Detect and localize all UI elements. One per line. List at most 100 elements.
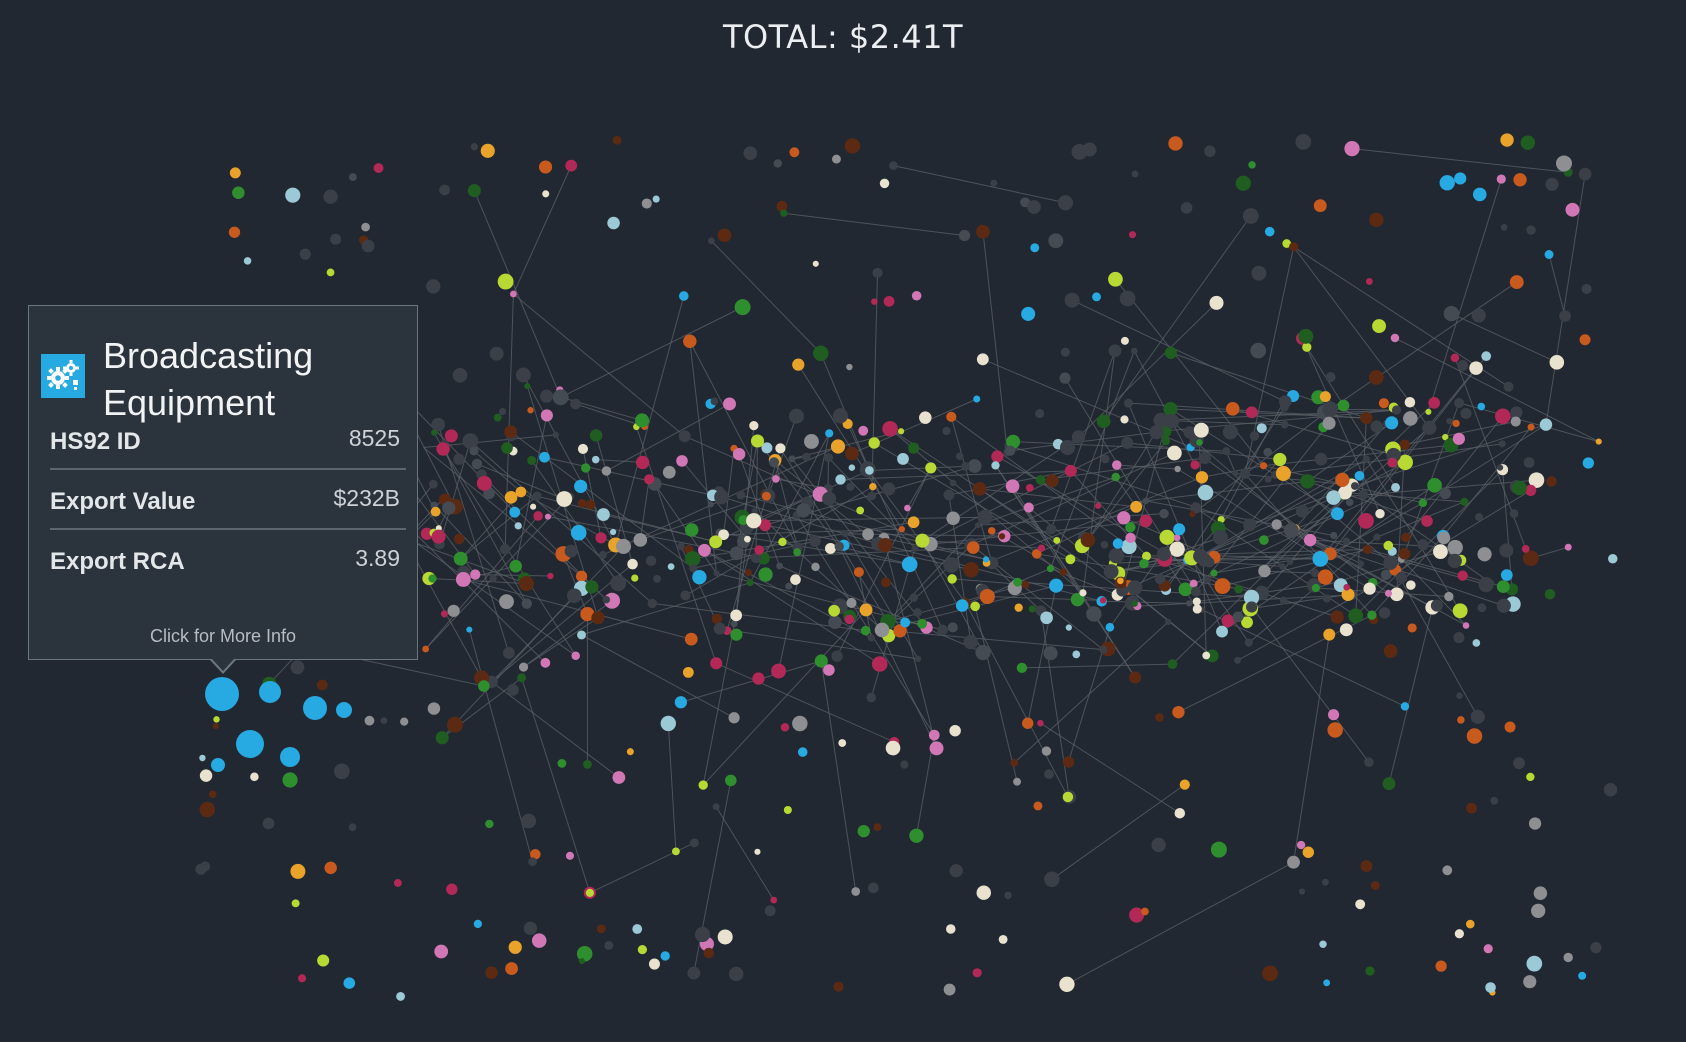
- product-node[interactable]: [867, 491, 877, 501]
- product-node[interactable]: [489, 574, 497, 583]
- product-node[interactable]: [1354, 470, 1365, 481]
- product-node[interactable]: [1168, 136, 1183, 151]
- product-node[interactable]: [759, 519, 772, 532]
- product-node[interactable]: [955, 599, 969, 612]
- product-node[interactable]: [866, 692, 876, 703]
- product-node[interactable]: [348, 823, 357, 831]
- product-node[interactable]: [761, 442, 773, 454]
- product-node[interactable]: [689, 838, 699, 848]
- product-node[interactable]: [1298, 888, 1306, 895]
- product-node[interactable]: [228, 226, 241, 238]
- product-node[interactable]: [1117, 577, 1124, 585]
- product-node[interactable]: [851, 887, 861, 896]
- product-node[interactable]: [990, 179, 998, 187]
- product-node[interactable]: [776, 200, 788, 212]
- product-node[interactable]: [1526, 225, 1536, 235]
- product-node[interactable]: [972, 482, 987, 496]
- product-node[interactable]: [834, 541, 844, 552]
- product-node[interactable]: [566, 588, 582, 604]
- product-node[interactable]: [1198, 451, 1211, 465]
- product-node[interactable]: [236, 730, 264, 758]
- product-node[interactable]: [1192, 597, 1201, 606]
- product-node[interactable]: [1028, 605, 1036, 613]
- product-node[interactable]: [1322, 594, 1331, 603]
- product-node[interactable]: [497, 273, 514, 290]
- product-node[interactable]: [1103, 564, 1119, 580]
- product-node[interactable]: [871, 298, 878, 305]
- product-node[interactable]: [1166, 445, 1182, 461]
- product-node[interactable]: [1180, 202, 1193, 214]
- product-node[interactable]: [299, 248, 311, 260]
- product-node[interactable]: [1121, 436, 1134, 449]
- product-node[interactable]: [1475, 513, 1484, 522]
- product-node[interactable]: [844, 614, 855, 625]
- product-node[interactable]: [1079, 589, 1087, 597]
- product-node[interactable]: [1327, 722, 1343, 738]
- product-node[interactable]: [453, 551, 468, 566]
- product-node[interactable]: [440, 610, 448, 618]
- product-node[interactable]: [518, 662, 529, 672]
- product-node[interactable]: [1092, 292, 1101, 302]
- product-node[interactable]: [647, 598, 657, 609]
- product-node[interactable]: [1173, 523, 1186, 536]
- product-node[interactable]: [1112, 538, 1124, 549]
- product-node[interactable]: [1169, 541, 1185, 557]
- product-node[interactable]: [1123, 398, 1133, 408]
- product-node[interactable]: [882, 420, 898, 437]
- product-node[interactable]: [1258, 564, 1271, 578]
- product-node[interactable]: [788, 408, 804, 424]
- product-node[interactable]: [718, 529, 729, 541]
- product-node[interactable]: [1365, 277, 1373, 285]
- product-node[interactable]: [485, 966, 498, 979]
- product-node[interactable]: [1404, 396, 1416, 408]
- product-node[interactable]: [1125, 532, 1136, 544]
- product-node[interactable]: [1457, 570, 1468, 581]
- product-node[interactable]: [1327, 709, 1340, 721]
- product-node[interactable]: [499, 594, 514, 610]
- product-node[interactable]: [420, 527, 433, 540]
- product-node[interactable]: [1172, 705, 1185, 719]
- product-node[interactable]: [557, 758, 567, 768]
- product-node[interactable]: [1504, 721, 1516, 733]
- product-node[interactable]: [212, 722, 219, 730]
- product-node[interactable]: [1466, 919, 1475, 929]
- product-node[interactable]: [609, 528, 617, 536]
- product-node[interactable]: [1125, 522, 1136, 533]
- product-node[interactable]: [211, 758, 225, 772]
- product-node[interactable]: [1262, 965, 1278, 982]
- product-node[interactable]: [1391, 405, 1402, 415]
- product-node[interactable]: [1442, 865, 1453, 876]
- product-node[interactable]: [1190, 460, 1200, 470]
- product-node[interactable]: [797, 747, 808, 757]
- product-node[interactable]: [259, 681, 281, 703]
- product-node[interactable]: [1503, 381, 1514, 392]
- product-node[interactable]: [501, 442, 513, 454]
- product-node[interactable]: [961, 461, 970, 471]
- product-node[interactable]: [498, 407, 507, 416]
- product-node[interactable]: [1579, 334, 1591, 346]
- product-node[interactable]: [750, 552, 762, 564]
- product-node[interactable]: [1314, 452, 1328, 466]
- product-node[interactable]: [645, 555, 657, 567]
- product-node[interactable]: [790, 574, 801, 585]
- product-node[interactable]: [991, 461, 1000, 470]
- product-node[interactable]: [764, 905, 776, 917]
- product-node[interactable]: [1065, 554, 1076, 565]
- product-node[interactable]: [1010, 759, 1019, 767]
- product-node[interactable]: [428, 479, 438, 489]
- product-node[interactable]: [1167, 659, 1178, 670]
- product-node[interactable]: [542, 190, 550, 198]
- product-node[interactable]: [1295, 134, 1312, 150]
- product-node[interactable]: [1319, 940, 1327, 949]
- product-node[interactable]: [442, 501, 456, 515]
- product-node[interactable]: [828, 604, 840, 617]
- product-node[interactable]: [574, 479, 588, 493]
- product-node[interactable]: [725, 774, 737, 787]
- product-node[interactable]: [1086, 606, 1102, 622]
- product-node[interactable]: [1234, 584, 1244, 594]
- product-node[interactable]: [1234, 656, 1242, 664]
- product-node[interactable]: [946, 511, 960, 525]
- product-node[interactable]: [455, 572, 471, 587]
- product-node[interactable]: [713, 622, 726, 635]
